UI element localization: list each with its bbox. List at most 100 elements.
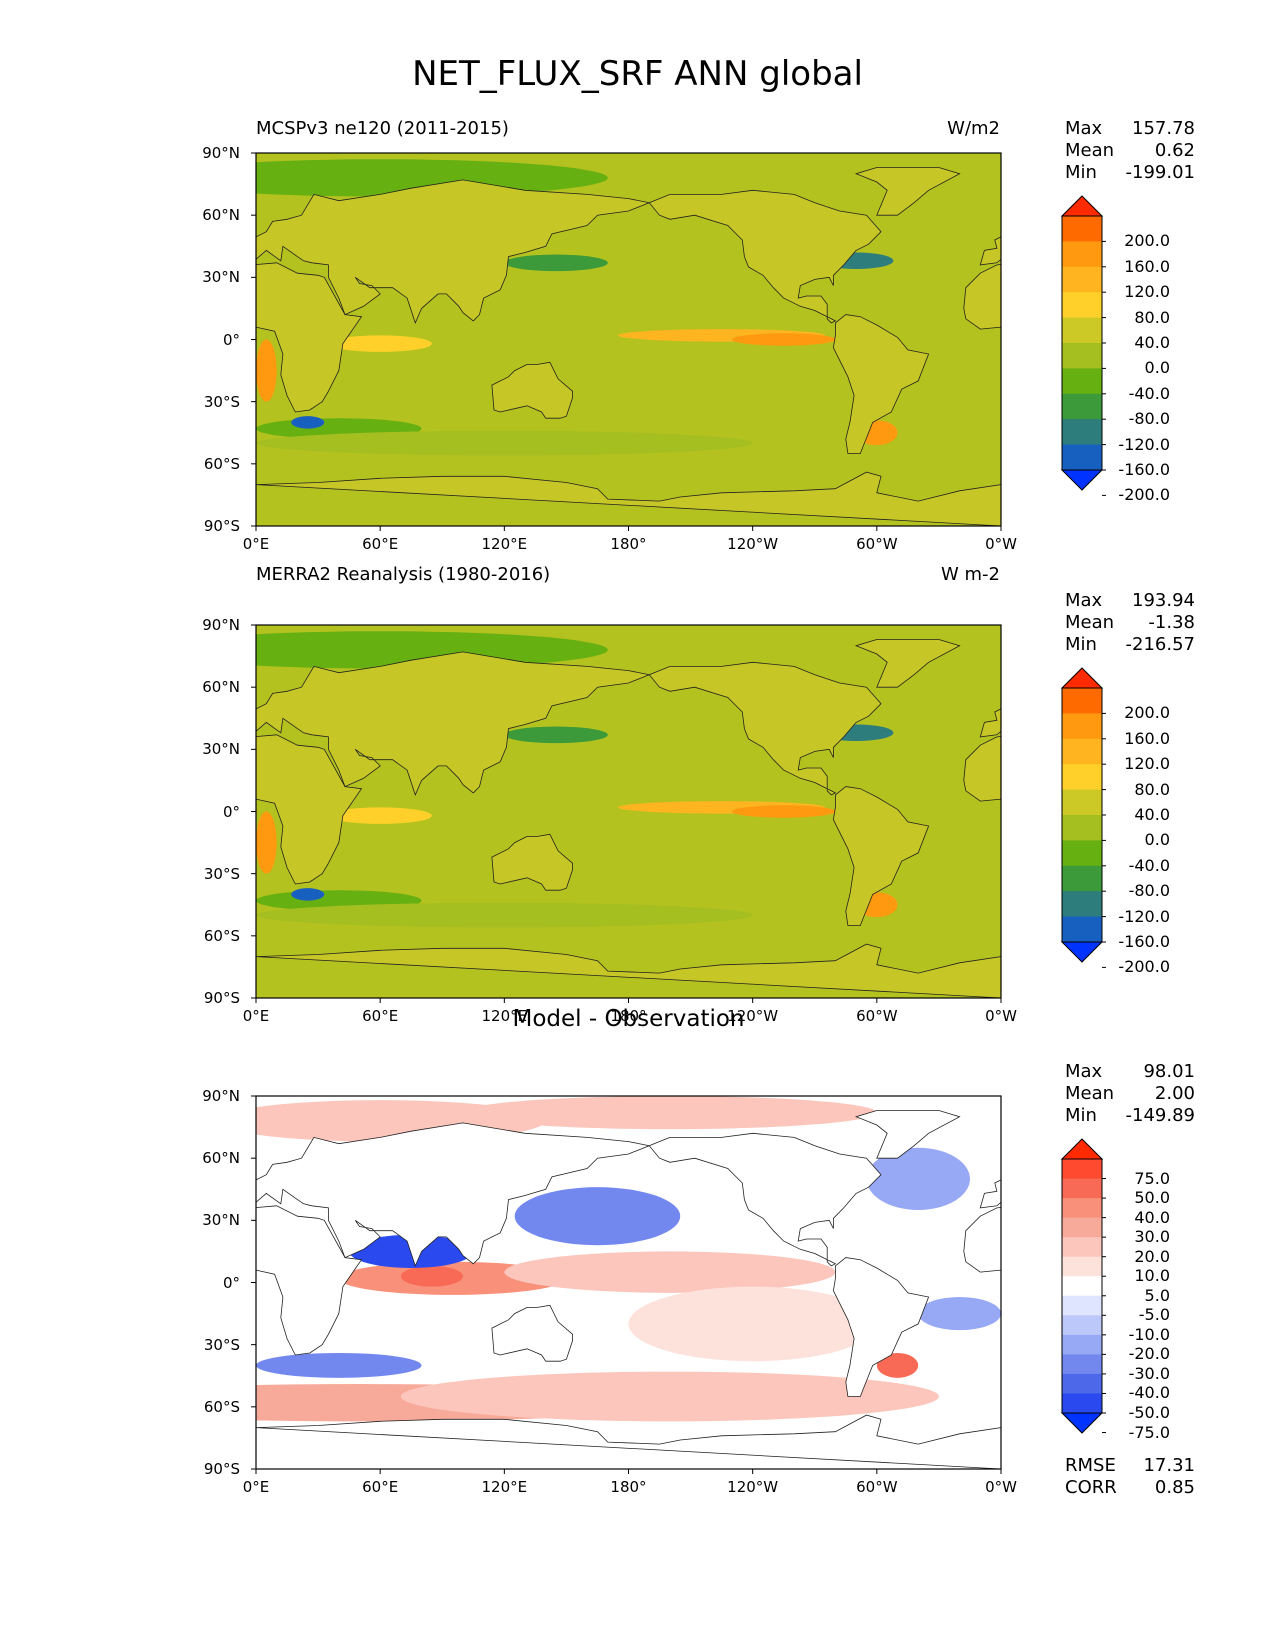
colorbar-segment: [1062, 1373, 1102, 1394]
colorbar-segment: [1062, 738, 1102, 765]
colorbar-segment: [1062, 241, 1102, 268]
stat-min: Min -149.89: [1065, 1105, 1195, 1127]
colorbar-label: -75.0: [1128, 1422, 1170, 1442]
y-tick-label: 30°N: [202, 740, 240, 759]
stat-value: -199.01: [1125, 162, 1195, 183]
stat-value: 157.78: [1132, 118, 1195, 139]
y-tick-label: 0°: [222, 802, 240, 821]
coastline: [832, 786, 930, 926]
coastline: [491, 833, 573, 891]
x-tick-label: 180°: [610, 535, 647, 553]
panel-model: MCSPv3 ne120 (2011-2015) W/m2: [0, 0, 1275, 460]
x-tick-label: 60°W: [856, 1007, 898, 1025]
stat-label: CORR: [1065, 1477, 1117, 1498]
flux-contour: [462, 1096, 877, 1130]
stat-min: Min -216.57: [1065, 634, 1195, 656]
x-tick-label: 0°W: [985, 535, 1017, 553]
x-tick-label: 120°W: [727, 535, 779, 553]
colorbar-segment: [1062, 713, 1102, 740]
flux-contour: [514, 1187, 681, 1246]
stat-max: Max 98.01: [1065, 1061, 1195, 1083]
y-tick-label: 30°N: [202, 1211, 240, 1230]
colorbar-segment: [1062, 1295, 1102, 1316]
coastline: [255, 943, 1002, 999]
stat-rmse: RMSE 17.31: [1065, 1455, 1195, 1477]
x-tick-label: 0°E: [242, 535, 270, 553]
colorbar-label: 40.0: [1134, 805, 1170, 824]
colorbar-label: -200.0: [1118, 485, 1170, 505]
x-tick-label: 120°E: [481, 1007, 528, 1025]
x-tick-label: 60°W: [856, 535, 898, 553]
flux-contour: [504, 254, 608, 272]
colorbar-segment: [1062, 688, 1102, 714]
stat-label: Min: [1065, 634, 1097, 655]
flux-contour: [291, 888, 325, 901]
colorbar-segment: [1062, 216, 1102, 242]
stat-value: 98.01: [1143, 1061, 1195, 1082]
x-tick-label: 0°E: [242, 1478, 270, 1496]
colorbar-segment: [1062, 368, 1102, 395]
x-tick-label: 0°W: [985, 1007, 1017, 1025]
stat-label: Mean: [1065, 612, 1115, 633]
colorbar-label: 0.0: [1144, 830, 1170, 850]
colorbar-segment: [1062, 266, 1102, 293]
panel-title-left: MCSPv3 ne120 (2011-2015): [256, 118, 509, 139]
colorbar-segment: [1062, 343, 1102, 369]
flux-contour: [504, 1251, 836, 1293]
coastline: [255, 1414, 1002, 1470]
y-tick-label: 60°N: [202, 678, 240, 697]
x-tick-label: 120°E: [481, 1478, 528, 1496]
colorbar-label: 120.0: [1124, 282, 1170, 302]
colorbar-label: 40.0: [1134, 333, 1170, 352]
colorbar-segment: [1062, 1159, 1102, 1180]
flux-contour: [256, 1352, 422, 1378]
colorbar-label: 75.0: [1134, 1168, 1170, 1188]
flux-contour: [400, 1265, 463, 1287]
map-clip-right: [1001, 623, 1275, 1000]
stats-box: Max 157.78 Mean 0.62 Min -199.01: [1065, 118, 1195, 184]
stat-value: -1.38: [1148, 612, 1195, 633]
colorbar-segment: [1062, 1393, 1102, 1414]
stats-box: Max 193.94 Mean -1.38 Min -216.57: [1065, 590, 1195, 656]
colorbar-segment: [1062, 916, 1102, 943]
colorbar-label: 30.0: [1134, 1227, 1170, 1247]
x-tick-label: 60°E: [362, 1478, 399, 1496]
colorbar-label: -20.0: [1128, 1344, 1170, 1364]
panel-title-left: MERRA2 Reanalysis (1980-2016): [256, 564, 551, 585]
map-clip-left: [0, 623, 256, 1000]
y-tick-label: 0°: [222, 330, 240, 349]
colorbar-label: -40.0: [1128, 383, 1170, 403]
colorbar-segment: [1062, 1178, 1102, 1199]
panel-units: W/m2: [947, 118, 1000, 139]
colorbar-segment: [1062, 764, 1102, 791]
colorbar-segment: [1062, 1256, 1102, 1277]
y-tick-label: 90°N: [202, 144, 240, 162]
colorbar-segment: [1062, 444, 1102, 471]
y-tick-label: 60°S: [203, 1397, 240, 1416]
colorbar-label: 80.0: [1134, 307, 1170, 327]
x-tick-label: 120°E: [481, 535, 528, 553]
y-tick-label: 90°N: [202, 616, 240, 634]
y-tick-label: 30°N: [202, 268, 240, 287]
colorbar-frame: [1061, 1158, 1103, 1414]
colorbar-label: -5.0: [1138, 1305, 1170, 1325]
flux-contour: [291, 416, 325, 429]
colorbar-label: -120.0: [1118, 434, 1170, 454]
flux-contour: [256, 902, 753, 928]
stat-value: 17.31: [1143, 1455, 1195, 1476]
colorbar-label: 20.0: [1134, 1246, 1170, 1266]
coastline: [648, 661, 882, 796]
stat-label: Min: [1065, 1105, 1097, 1126]
stat-value: 193.94: [1132, 590, 1195, 611]
y-tick-label: 60°S: [203, 926, 240, 945]
colorbar-label: -120.0: [1118, 906, 1170, 926]
stat-label: Max: [1065, 1061, 1103, 1082]
extra-stats-box: RMSE 17.31 CORR 0.85: [1065, 1455, 1195, 1499]
coastline: [234, 651, 651, 797]
colorbar-label: 200.0: [1124, 231, 1170, 251]
stat-label: RMSE: [1065, 1455, 1116, 1476]
figure-title: NET_FLUX_SRF ANN global: [412, 54, 863, 94]
flux-contour: [918, 1297, 1001, 1331]
colorbar-segment: [1062, 1237, 1102, 1258]
stat-corr: CORR 0.85: [1065, 1477, 1195, 1499]
